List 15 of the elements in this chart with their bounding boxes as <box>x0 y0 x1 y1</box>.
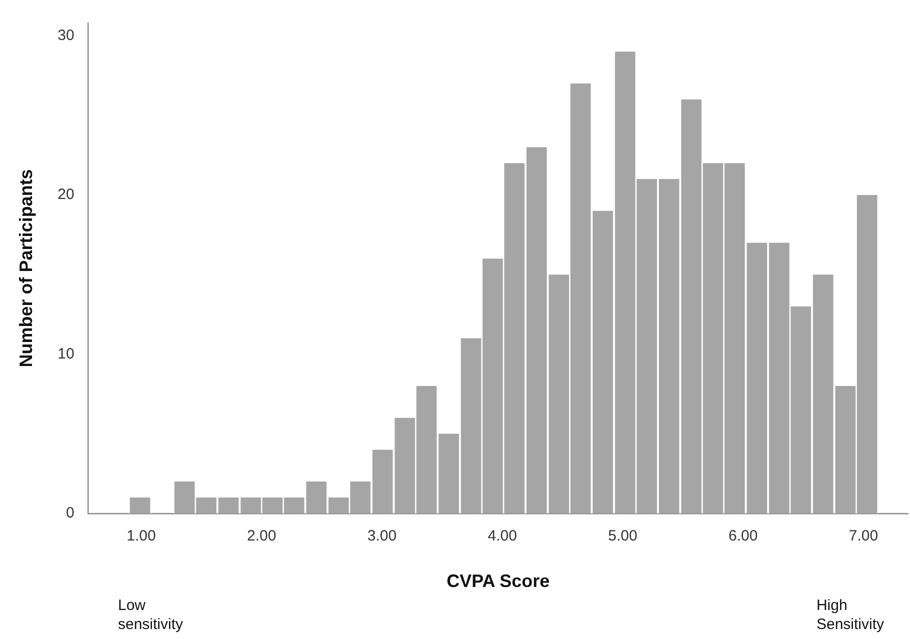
x-tick-label: 6.00 <box>728 528 758 545</box>
text: Low sensitivity <box>118 596 184 634</box>
y-axis-title: Number of Participants <box>16 169 36 368</box>
x-tick-label: 4.00 <box>488 528 517 545</box>
x-tick-label: 1.00 <box>126 528 156 545</box>
x-axis-title: CVPA Score <box>446 571 550 592</box>
x-tick-label: 5.00 <box>608 528 638 545</box>
y-tick-label: 10 <box>58 345 74 362</box>
y-tick-label: 30 <box>58 26 74 44</box>
text: High Sensitivity <box>816 596 884 634</box>
y-tick-label: 20 <box>58 186 74 204</box>
x-tick-label: 2.00 <box>247 528 276 545</box>
y-tick-label: 0 <box>66 504 74 522</box>
x-tick-label: 7.00 <box>848 528 878 545</box>
x-tick-label: 3.00 <box>367 528 397 545</box>
